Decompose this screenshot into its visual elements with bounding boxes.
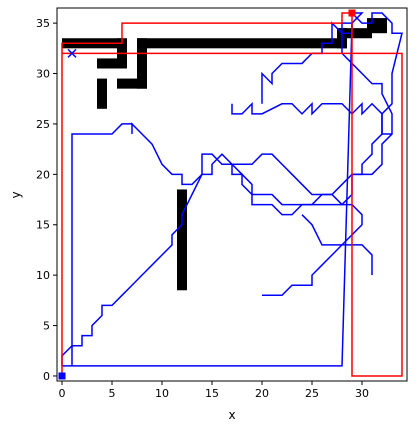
obstacle-4	[117, 78, 147, 89]
obstacle-6	[137, 38, 347, 49]
series-line-4	[232, 153, 363, 297]
series-group	[61, 12, 403, 377]
markers-group	[58, 9, 356, 380]
y-axis-label: y	[9, 191, 23, 198]
obstacle-9	[367, 18, 387, 34]
marker-square-2	[348, 9, 356, 17]
x-tick-label: 20	[255, 387, 269, 400]
obstacle-10	[177, 189, 187, 291]
x-tick-label: 30	[355, 387, 369, 400]
series-line-5	[61, 12, 403, 377]
y-tick-label: 30	[36, 68, 50, 81]
marker-square-1	[58, 372, 66, 380]
x-tick-label: 5	[109, 387, 116, 400]
y-tick-label: 15	[36, 219, 50, 232]
series-line-2	[231, 101, 392, 135]
y-tick-label: 20	[36, 168, 50, 181]
obstacle-5	[137, 38, 147, 89]
obstacle-1	[117, 38, 127, 64]
x-tick-label: 10	[155, 387, 169, 400]
y-tick-label: 10	[36, 269, 50, 282]
x-ticks: 0 5 10 15 20 25 30	[59, 381, 369, 400]
plot-background	[57, 8, 407, 381]
y-ticks: 0 5 10 15 20 25 30 35	[36, 17, 57, 383]
x-tick-label: 0	[59, 387, 66, 400]
plot-frame	[56, 7, 408, 382]
y-tick-label: 25	[36, 118, 50, 131]
x-tick-label: 15	[205, 387, 219, 400]
obstacle-2	[97, 58, 127, 69]
x-axis-label: x	[228, 408, 235, 422]
obstacle-3	[97, 78, 107, 109]
y-tick-label: 35	[36, 17, 50, 30]
obstacle-8	[337, 28, 372, 39]
y-tick-label: 0	[43, 370, 50, 383]
series-line-0	[61, 12, 403, 367]
x-tick-label: 25	[305, 387, 319, 400]
marker-x-0	[67, 48, 77, 58]
y-tick-label: 5	[43, 320, 50, 333]
